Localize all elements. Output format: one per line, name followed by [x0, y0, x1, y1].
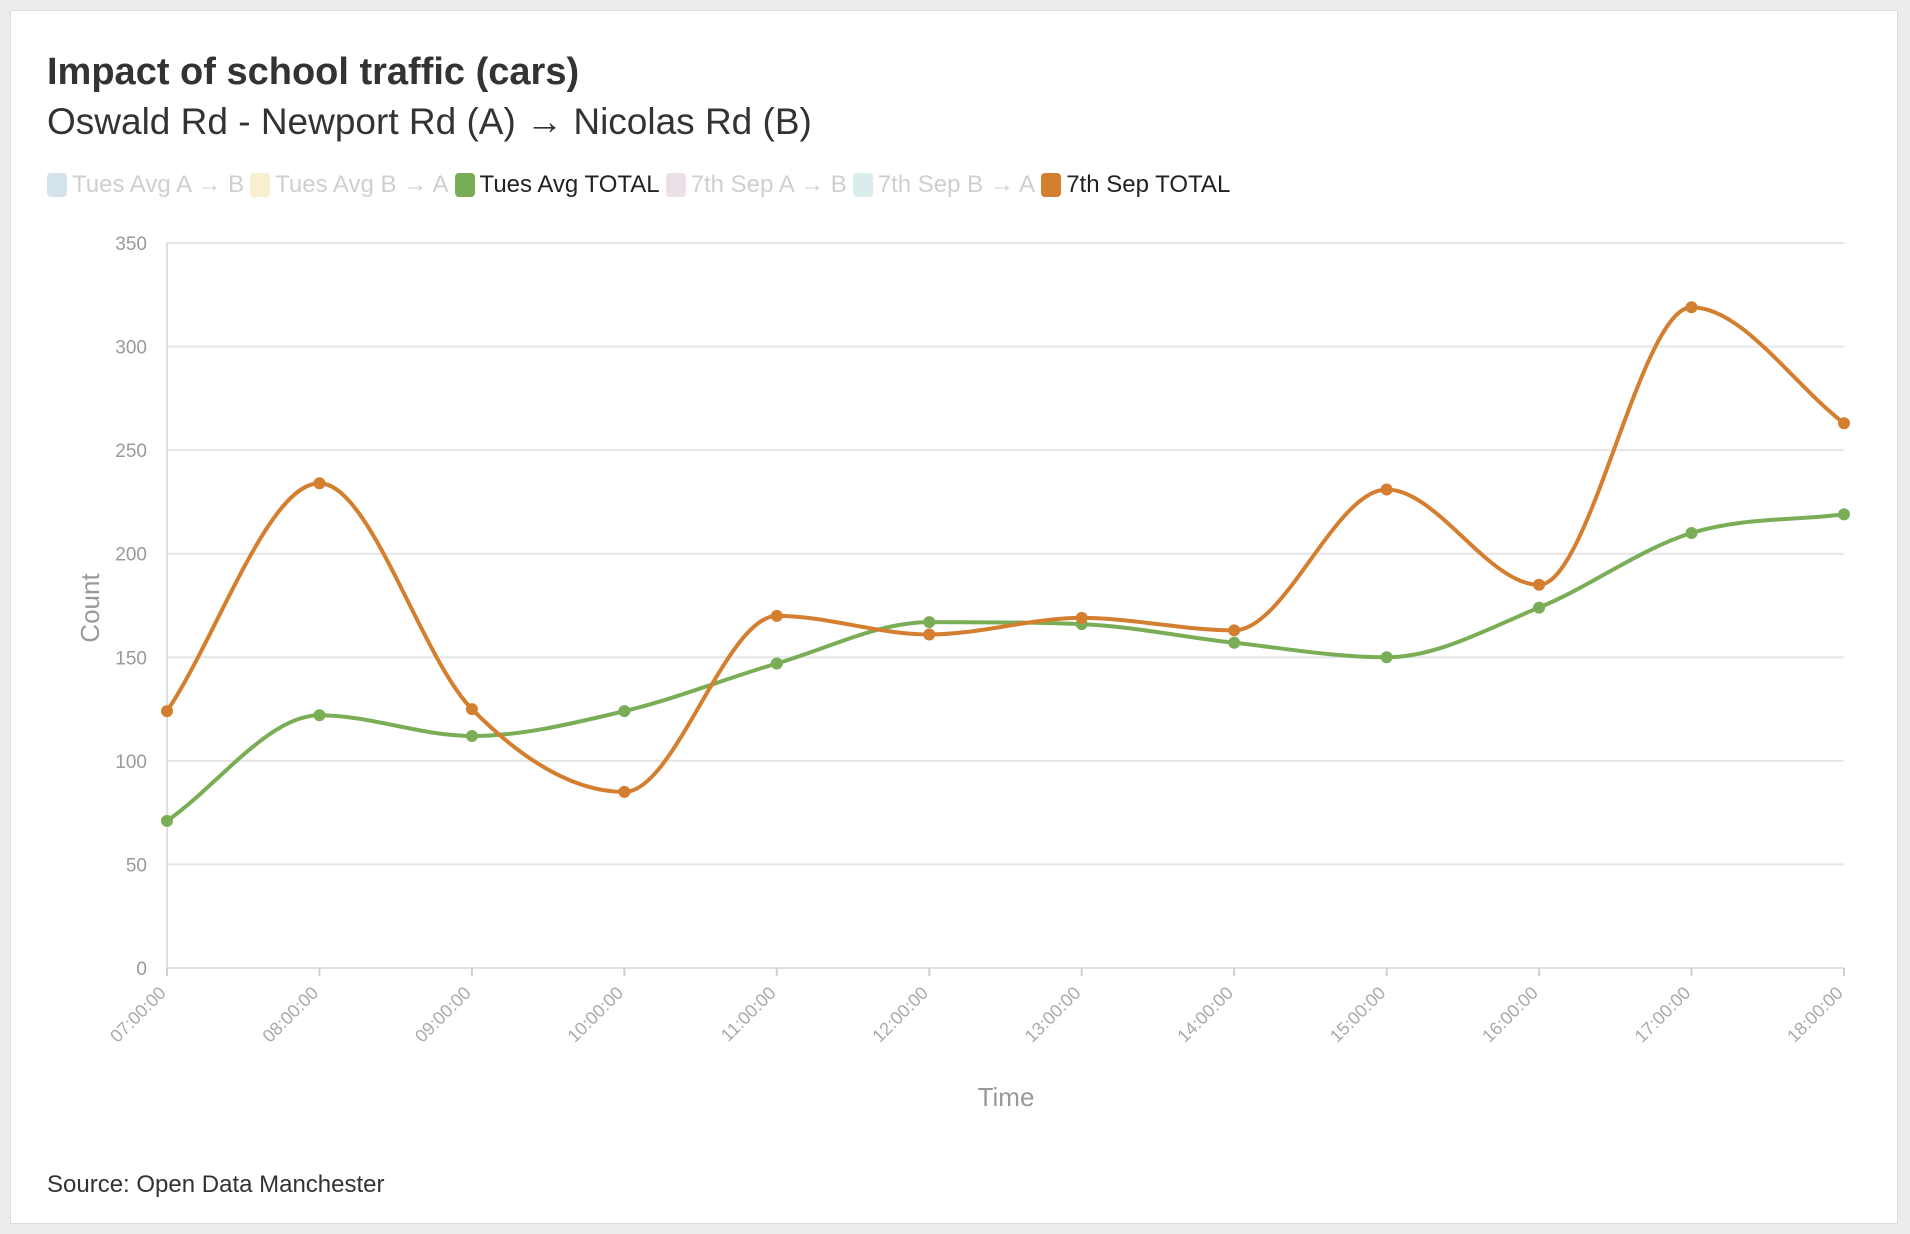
data-point-tues-avg-total: [770, 657, 783, 670]
legend-swatch: [852, 173, 873, 197]
chart-subtitle: Oswald Rd - Newport Rd (A) → Nicolas Rd …: [47, 101, 812, 142]
legend-swatch: [665, 173, 686, 197]
series-lines: [165, 305, 1846, 823]
data-points: [161, 301, 1850, 827]
legend-item-7th-sep-total[interactable]: 7th Sep TOTAL: [1041, 171, 1230, 199]
legend-item-tues-avg-a-b[interactable]: Tues Avg A → B: [47, 171, 244, 199]
legend-swatch: [250, 173, 271, 197]
data-point-tues-avg-total: [1380, 651, 1393, 664]
source-note: Source: Open Data Manchester: [47, 1171, 385, 1198]
data-point-tues-avg-total: [1838, 508, 1850, 521]
legend-label: Tues Avg TOTAL: [479, 171, 660, 198]
data-point-7th-sep-total: [1075, 611, 1088, 624]
chart-card: Impact of school traffic (cars) Oswald R…: [10, 10, 1898, 1224]
line-chart: 0 50 100 150 200 250 300 350 07:00:00 08:00:00 09:…: [75, 234, 1850, 1112]
series-line-tues-avg-total: [165, 512, 1846, 823]
data-point-7th-sep-total: [1380, 483, 1393, 496]
legend-item-tues-avg-total[interactable]: Tues Avg TOTAL: [454, 171, 660, 199]
data-point-tues-avg-total: [313, 709, 326, 722]
legend-swatch: [1041, 173, 1062, 197]
y-tick-label: 200: [115, 545, 147, 566]
legend-label: 7th Sep TOTAL: [1066, 171, 1231, 198]
x-tick-label: 14:00:00: [1173, 983, 1237, 1047]
data-point-7th-sep-total: [1838, 417, 1850, 430]
series-line-7th-sep-total: [165, 305, 1846, 794]
x-tick-label: 10:00:00: [563, 983, 627, 1047]
y-tick-label: 0: [136, 959, 147, 980]
gridlines: [167, 242, 1844, 866]
data-point-tues-avg-total: [1228, 636, 1241, 649]
x-tick-label: 13:00:00: [1021, 983, 1085, 1047]
data-point-tues-avg-total: [1685, 527, 1698, 539]
x-tick-label: 11:00:00: [717, 983, 780, 1046]
y-tick-label: 150: [115, 648, 147, 669]
legend-item-7th-sep-a-b[interactable]: 7th Sep A → B: [665, 171, 847, 199]
legend-label: Tues Avg A → B: [72, 171, 245, 198]
x-tick-label: 17:00:00: [1631, 983, 1695, 1047]
legend-label: 7th Sep B → A: [877, 171, 1036, 198]
data-point-7th-sep-total: [313, 477, 326, 490]
chart-title: Impact of school traffic (cars): [47, 51, 580, 93]
data-point-7th-sep-total: [465, 703, 478, 716]
data-point-7th-sep-total: [1685, 301, 1698, 314]
data-point-tues-avg-total: [1533, 601, 1546, 614]
legend: Tues Avg A → B Tues Avg B → A Tues Avg T…: [47, 171, 1236, 199]
legend-swatch: [454, 173, 475, 197]
legend-label: Tues Avg B → A: [275, 171, 449, 198]
y-tick-label: 50: [126, 855, 147, 876]
x-tick-label: 12:00:00: [868, 983, 932, 1047]
y-tick-label: 350: [115, 234, 147, 255]
x-tick-label: 15:00:00: [1326, 983, 1390, 1047]
legend-item-7th-sep-b-a[interactable]: 7th Sep B → A: [852, 171, 1036, 199]
data-point-7th-sep-total: [923, 628, 936, 641]
data-point-7th-sep-total: [1228, 624, 1241, 637]
data-point-tues-avg-total: [923, 616, 936, 629]
y-axis-title: Count: [75, 573, 105, 643]
legend-label: 7th Sep A → B: [690, 171, 847, 198]
x-tick-label: 07:00:00: [106, 983, 170, 1047]
data-point-tues-avg-total: [618, 705, 631, 718]
axes: 0 50 100 150 200 250 300 350 07:00:00 08:00:00 09:…: [106, 234, 1847, 1046]
data-point-7th-sep-total: [618, 785, 631, 798]
x-tick-label: 09:00:00: [411, 983, 475, 1047]
legend-swatch: [47, 173, 67, 197]
data-point-tues-avg-total: [161, 814, 173, 827]
y-tick-label: 250: [115, 441, 147, 462]
y-tick-label: 100: [115, 752, 147, 773]
legend-item-tues-avg-b-a[interactable]: Tues Avg B → A: [250, 171, 449, 199]
x-tick-label: 08:00:00: [259, 983, 323, 1047]
x-tick-label: 18:00:00: [1783, 983, 1847, 1047]
data-point-tues-avg-total: [465, 730, 478, 742]
data-point-7th-sep-total: [770, 609, 783, 622]
x-tick-label: 16:00:00: [1478, 983, 1542, 1047]
data-point-7th-sep-total: [161, 705, 173, 718]
x-axis-title: Time: [978, 1082, 1035, 1112]
data-point-7th-sep-total: [1533, 578, 1546, 591]
y-tick-label: 300: [115, 338, 147, 359]
